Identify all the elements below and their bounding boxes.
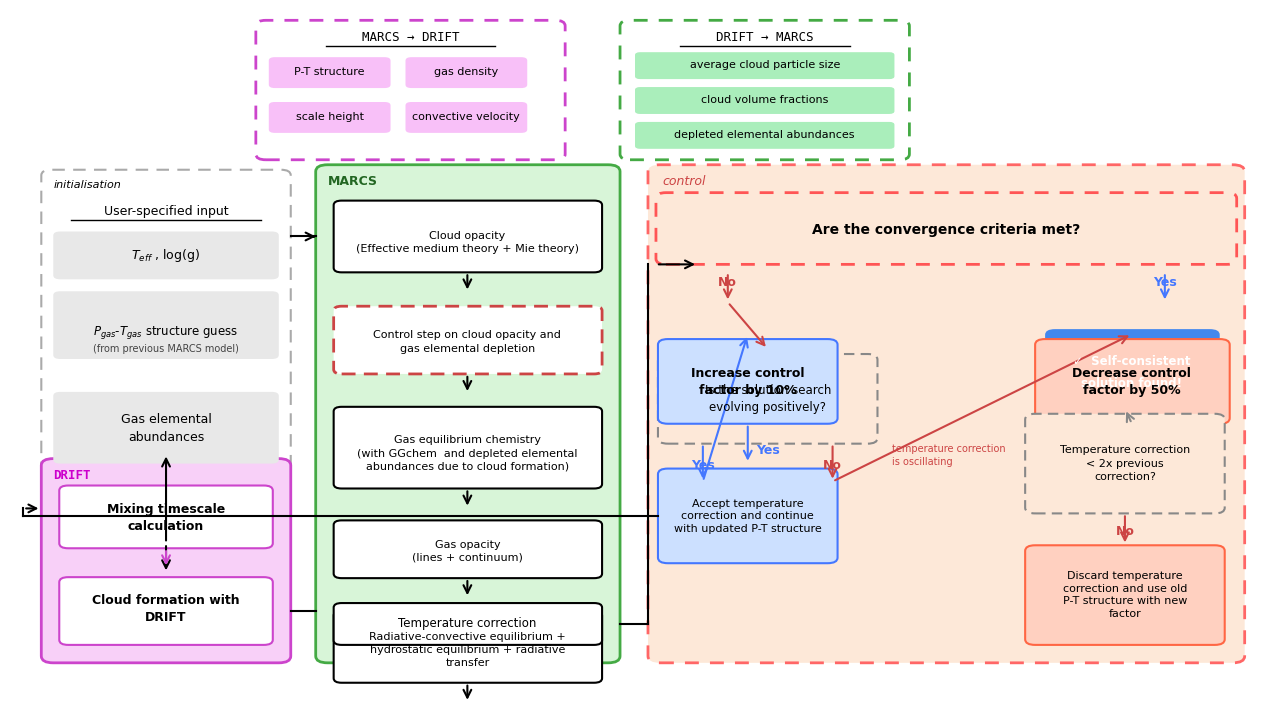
FancyBboxPatch shape [41,170,291,544]
FancyBboxPatch shape [620,20,909,160]
Text: Decrease control
factor by 50%: Decrease control factor by 50% [1072,367,1191,397]
FancyBboxPatch shape [41,459,291,663]
FancyBboxPatch shape [658,354,877,444]
Text: Yes: Yes [756,444,779,457]
FancyBboxPatch shape [635,122,895,149]
FancyBboxPatch shape [1035,339,1229,423]
Text: depleted elemental abundances: depleted elemental abundances [674,130,856,140]
FancyBboxPatch shape [334,407,602,488]
Text: solution found!: solution found! [1081,377,1182,390]
Text: Is the solution search
evolving positively?: Is the solution search evolving positive… [705,384,831,414]
Text: User-specified input: User-specified input [103,205,228,218]
Text: P-T structure: P-T structure [295,67,365,77]
Text: Increase control
factor by 10%: Increase control factor by 10% [691,367,805,397]
Text: MARCS → DRIFT: MARCS → DRIFT [362,31,459,44]
FancyBboxPatch shape [269,102,390,133]
FancyBboxPatch shape [334,521,602,578]
FancyBboxPatch shape [405,58,528,88]
FancyBboxPatch shape [54,232,279,279]
Text: Are the convergence criteria met?: Are the convergence criteria met? [812,222,1080,237]
FancyBboxPatch shape [54,291,279,359]
Text: initialisation: initialisation [54,180,121,190]
FancyBboxPatch shape [648,165,1244,663]
Text: Temperature correction
< 2x previous
correction?: Temperature correction < 2x previous cor… [1060,445,1190,482]
FancyBboxPatch shape [405,102,528,133]
Text: cloud volume fractions: cloud volume fractions [701,95,829,105]
FancyBboxPatch shape [635,52,895,79]
FancyBboxPatch shape [334,306,602,374]
Text: gas density: gas density [435,67,499,77]
Text: DRIFT: DRIFT [54,469,91,482]
Text: average cloud particle size: average cloud particle size [690,60,840,70]
FancyBboxPatch shape [334,611,602,683]
FancyBboxPatch shape [256,20,565,160]
Text: temperature correction
is oscillating: temperature correction is oscillating [892,444,1006,467]
FancyBboxPatch shape [1025,545,1225,645]
FancyBboxPatch shape [316,165,620,663]
Text: Accept temperature
correction and continue
with updated P-T structure: Accept temperature correction and contin… [674,499,821,533]
FancyBboxPatch shape [1025,414,1225,513]
Text: Gas opacity
(lines + continuum): Gas opacity (lines + continuum) [412,540,523,563]
Text: $T_{eff}$ , log(g): $T_{eff}$ , log(g) [131,247,200,264]
FancyBboxPatch shape [658,469,838,563]
Text: Radiative-convective equilibrium +
hydrostatic equilibrium + radiative
transfer: Radiative-convective equilibrium + hydro… [368,632,566,668]
FancyBboxPatch shape [334,603,602,645]
Text: DRIFT → MARCS: DRIFT → MARCS [717,31,813,44]
Text: (from previous MARCS model): (from previous MARCS model) [93,344,238,354]
Text: Gas equilibrium chemistry
(with GGchem  and depleted elemental
abundances due to: Gas equilibrium chemistry (with GGchem a… [357,436,578,472]
Text: No: No [824,459,842,472]
FancyBboxPatch shape [655,193,1237,265]
Text: No: No [1116,525,1135,538]
Text: convective velocity: convective velocity [413,112,520,122]
FancyBboxPatch shape [59,485,273,549]
Text: Cloud opacity
(Effective medium theory + Mie theory): Cloud opacity (Effective medium theory +… [356,231,579,254]
FancyBboxPatch shape [635,87,895,114]
FancyBboxPatch shape [1046,329,1220,414]
Text: Yes: Yes [691,459,715,472]
FancyBboxPatch shape [269,58,390,88]
Text: MARCS: MARCS [328,175,377,188]
Text: Mixing timescale
calculation: Mixing timescale calculation [107,503,226,533]
Text: Cloud formation with
DRIFT: Cloud formation with DRIFT [92,594,240,624]
Text: control: control [662,175,705,188]
FancyBboxPatch shape [54,392,279,464]
Text: Control step on cloud opacity and
gas elemental depletion: Control step on cloud opacity and gas el… [374,331,561,354]
FancyBboxPatch shape [59,577,273,645]
FancyBboxPatch shape [334,201,602,273]
Text: No: No [718,276,737,289]
FancyBboxPatch shape [658,339,838,423]
Text: Temperature correction: Temperature correction [398,618,537,631]
Text: $P_{gas}$-$T_{gas}$ structure guess: $P_{gas}$-$T_{gas}$ structure guess [93,324,238,341]
Text: Gas elemental
abundances: Gas elemental abundances [121,413,212,444]
Text: scale height: scale height [296,112,363,122]
Text: ✓  Self-consistent: ✓ Self-consistent [1074,355,1191,369]
Text: Yes: Yes [1153,276,1177,289]
Text: Discard temperature
correction and use old
P-T structure with new
factor: Discard temperature correction and use o… [1063,572,1187,618]
